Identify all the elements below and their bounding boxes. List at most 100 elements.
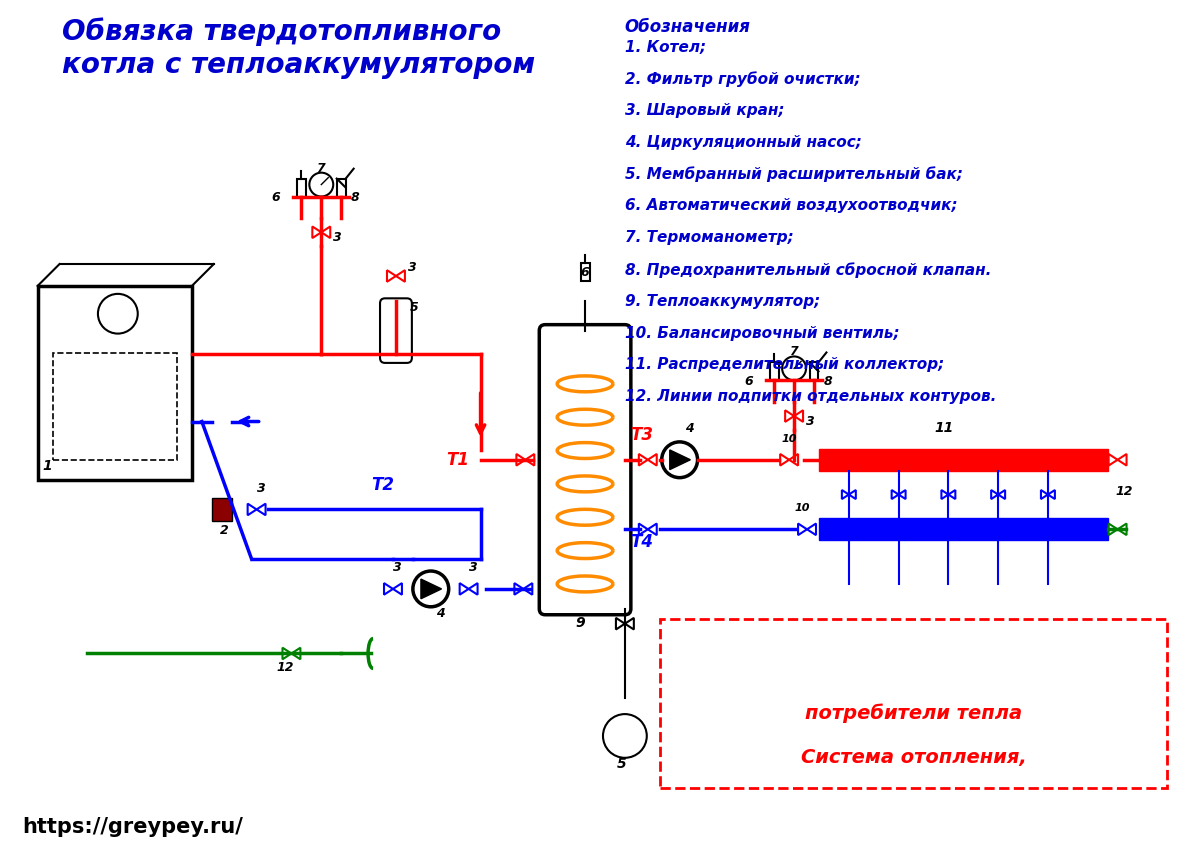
- Bar: [337, 178, 346, 196]
- Text: 3. Шаровый кран;: 3. Шаровый кран;: [625, 103, 785, 118]
- Polygon shape: [670, 450, 690, 469]
- Polygon shape: [790, 454, 798, 465]
- Polygon shape: [638, 524, 648, 535]
- Text: Обозначения: Обозначения: [625, 18, 751, 36]
- Polygon shape: [842, 490, 848, 499]
- Text: 10: 10: [794, 503, 810, 514]
- Polygon shape: [1040, 490, 1048, 499]
- Polygon shape: [648, 454, 656, 465]
- Text: 1. Котел;: 1. Котел;: [625, 40, 706, 54]
- Text: 3: 3: [257, 481, 265, 495]
- Circle shape: [602, 714, 647, 758]
- Text: 3: 3: [392, 561, 402, 574]
- Polygon shape: [808, 524, 816, 535]
- Polygon shape: [247, 503, 257, 515]
- Text: 9. Теплоаккумулятор;: 9. Теплоаккумулятор;: [625, 294, 820, 309]
- Bar: [769, 363, 779, 380]
- Text: T3: T3: [630, 426, 653, 444]
- Text: 12: 12: [276, 661, 294, 674]
- Polygon shape: [312, 227, 322, 238]
- Circle shape: [98, 294, 138, 334]
- Text: T2: T2: [371, 475, 394, 493]
- Text: T4: T4: [630, 533, 653, 551]
- Polygon shape: [942, 490, 948, 499]
- Text: 2: 2: [220, 525, 228, 537]
- Text: 2. Фильтр грубой очистки;: 2. Фильтр грубой очистки;: [625, 71, 860, 87]
- Polygon shape: [780, 454, 790, 465]
- FancyBboxPatch shape: [539, 324, 631, 615]
- Polygon shape: [1117, 524, 1127, 535]
- Polygon shape: [625, 618, 634, 629]
- Text: Обвязка твердотопливного
котла с теплоаккумулятором: Обвязка твердотопливного котла с теплоак…: [62, 18, 535, 79]
- Text: 12. Линии подпитки отдельных контуров.: 12. Линии подпитки отдельных контуров.: [625, 389, 996, 404]
- Polygon shape: [516, 454, 526, 465]
- Polygon shape: [794, 410, 803, 422]
- Text: 7: 7: [790, 346, 798, 358]
- Text: 6. Автоматический воздухоотводчик;: 6. Автоматический воздухоотводчик;: [625, 199, 958, 213]
- Text: 4: 4: [685, 422, 694, 435]
- Bar: [296, 178, 306, 196]
- Polygon shape: [1109, 454, 1117, 465]
- Polygon shape: [292, 648, 300, 660]
- Polygon shape: [848, 490, 856, 499]
- Polygon shape: [991, 490, 998, 499]
- Bar: [212, 498, 232, 521]
- Text: 3: 3: [408, 261, 416, 274]
- Polygon shape: [648, 524, 656, 535]
- Text: https://greypey.ru/: https://greypey.ru/: [23, 818, 244, 837]
- Polygon shape: [1048, 490, 1055, 499]
- Text: 5: 5: [410, 301, 419, 314]
- Text: 11. Распределительный коллектор;: 11. Распределительный коллектор;: [625, 357, 944, 373]
- Text: 4: 4: [436, 607, 444, 620]
- Text: 6: 6: [580, 266, 589, 279]
- Polygon shape: [785, 410, 794, 422]
- Polygon shape: [515, 583, 523, 595]
- Text: 6: 6: [744, 375, 754, 388]
- Text: 10. Балансировочный вентиль;: 10. Балансировочный вентиль;: [625, 326, 900, 340]
- Polygon shape: [892, 490, 899, 499]
- Polygon shape: [638, 454, 648, 465]
- Polygon shape: [392, 583, 402, 595]
- Polygon shape: [526, 454, 534, 465]
- Bar: [818, 449, 1108, 470]
- Polygon shape: [798, 524, 808, 535]
- Polygon shape: [421, 579, 442, 599]
- Text: 7: 7: [317, 161, 325, 175]
- Polygon shape: [899, 490, 906, 499]
- Polygon shape: [460, 583, 469, 595]
- Text: T1: T1: [445, 451, 469, 469]
- Bar: [810, 363, 818, 380]
- Text: 3: 3: [806, 415, 815, 428]
- Circle shape: [310, 172, 334, 196]
- Circle shape: [661, 441, 697, 478]
- Text: 1: 1: [42, 458, 53, 473]
- Text: 3: 3: [334, 231, 342, 245]
- Polygon shape: [257, 503, 265, 515]
- Polygon shape: [384, 583, 392, 595]
- Circle shape: [782, 357, 806, 380]
- Polygon shape: [616, 618, 625, 629]
- Text: 10: 10: [781, 434, 797, 444]
- Polygon shape: [1109, 524, 1117, 535]
- Text: потребители тепла: потребители тепла: [805, 703, 1022, 722]
- Polygon shape: [998, 490, 1006, 499]
- Text: 6: 6: [271, 192, 281, 205]
- Text: Система отопления,: Система отопления,: [800, 748, 1026, 767]
- Polygon shape: [948, 490, 955, 499]
- Bar: [818, 519, 1108, 540]
- Text: 5. Мембранный расширительный бак;: 5. Мембранный расширительный бак;: [625, 166, 962, 183]
- Polygon shape: [469, 583, 478, 595]
- Text: 7. Термоманометр;: 7. Термоманометр;: [625, 230, 793, 245]
- Circle shape: [413, 571, 449, 607]
- Polygon shape: [1117, 454, 1127, 465]
- Polygon shape: [282, 648, 292, 660]
- Text: 9: 9: [575, 616, 584, 630]
- Text: 3: 3: [469, 561, 478, 574]
- Text: 4. Циркуляционный насос;: 4. Циркуляционный насос;: [625, 135, 862, 150]
- Polygon shape: [396, 270, 404, 282]
- Bar: [37, 286, 192, 480]
- Polygon shape: [523, 583, 533, 595]
- Bar: [581, 263, 589, 281]
- Polygon shape: [322, 227, 330, 238]
- Polygon shape: [386, 270, 396, 282]
